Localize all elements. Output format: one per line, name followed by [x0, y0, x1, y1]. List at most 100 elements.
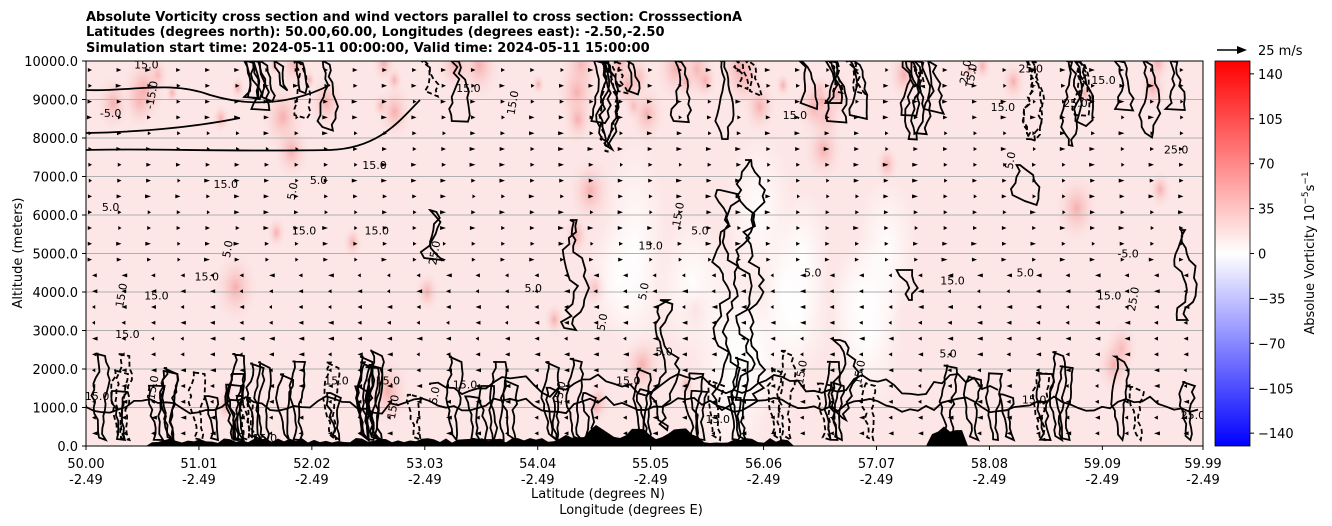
wind-vector — [829, 305, 835, 309]
contour-line — [899, 61, 921, 117]
y-axis-label: Altitude (meters) — [11, 198, 26, 309]
wind-vector — [328, 305, 332, 309]
contour-line — [776, 349, 797, 442]
wind-vector — [800, 352, 804, 357]
wind-vector — [800, 431, 805, 436]
wind-vector — [1091, 241, 1095, 246]
x-tick-label-lon: -2.49 — [747, 473, 781, 488]
wind-vector — [648, 194, 653, 199]
wind-vector — [918, 399, 922, 404]
wind-vector — [239, 336, 245, 341]
wind-vector — [475, 384, 481, 388]
wind-vector — [416, 289, 423, 294]
wind-vector — [1179, 83, 1184, 88]
contour-label: 25.0 — [1019, 63, 1044, 76]
wind-vector — [587, 226, 594, 230]
wind-vector — [416, 336, 423, 341]
wind-vector — [1059, 147, 1066, 151]
wind-vector — [1036, 305, 1042, 309]
wind-vector — [711, 368, 715, 373]
wind-vector — [947, 352, 952, 357]
wind-vector — [796, 257, 800, 262]
wind-vector — [1030, 210, 1036, 215]
wind-vector — [676, 194, 682, 199]
wind-vector — [1065, 273, 1070, 278]
wind-vector — [918, 289, 924, 294]
wind-vector — [235, 226, 240, 230]
vorticity-blob — [972, 61, 993, 83]
wind-vector — [888, 384, 893, 388]
wind-vector — [180, 273, 185, 278]
wind-vector — [1183, 305, 1190, 309]
wind-vector — [766, 257, 771, 262]
contour-label: 15.0 — [1097, 290, 1122, 303]
wind-vector — [234, 178, 240, 183]
wind-vector — [412, 241, 417, 246]
wind-vector — [505, 352, 510, 357]
contour-line — [625, 61, 641, 96]
wind-vector — [825, 226, 830, 230]
wind-vector — [177, 257, 181, 262]
colorbar-tick-label: −35 — [1258, 292, 1285, 307]
wind-vector — [382, 210, 387, 215]
wind-vector — [678, 226, 682, 230]
wind-vector — [800, 320, 806, 325]
contour-line — [711, 189, 742, 412]
wind-vector — [1179, 68, 1184, 72]
wind-vector — [564, 352, 570, 357]
wind-vector — [328, 352, 332, 357]
wind-vector — [973, 131, 977, 136]
wind-vector — [1002, 178, 1007, 183]
wind-vector — [381, 178, 387, 183]
contour-label: 15.0 — [705, 413, 730, 426]
wind-vector — [882, 162, 889, 167]
contour-line — [256, 61, 276, 103]
wind-vector — [1001, 226, 1007, 230]
wind-vector — [234, 210, 240, 215]
wind-vector — [176, 115, 181, 120]
wind-vector — [593, 352, 599, 357]
contour-label: 5.0 — [524, 282, 542, 295]
wind-vector — [264, 241, 269, 246]
wind-vector — [619, 131, 623, 136]
vorticity-field-blobs — [94, 61, 1173, 446]
wind-vector — [885, 68, 889, 72]
wind-vector — [682, 399, 686, 404]
wind-vector — [825, 162, 830, 167]
vorticity-blob — [1095, 333, 1133, 397]
wind-vector — [116, 68, 122, 72]
wind-vector — [1006, 289, 1010, 294]
wind-vector — [382, 68, 387, 72]
wind-vector — [446, 431, 452, 436]
wind-vector — [943, 226, 948, 230]
wind-vector — [357, 415, 362, 420]
wind-vector — [947, 368, 952, 373]
wind-vector — [121, 415, 127, 420]
wind-vector — [855, 241, 859, 246]
wind-vector — [353, 241, 358, 246]
wind-vector — [853, 178, 859, 183]
wind-vector — [265, 147, 269, 151]
wind-vector — [918, 305, 924, 309]
wind-vector — [1032, 99, 1036, 104]
wind-vector — [1178, 147, 1184, 151]
wind-vector — [205, 226, 210, 230]
wind-vector — [735, 194, 741, 199]
wind-vector — [499, 210, 505, 215]
wind-vector — [357, 399, 362, 404]
wind-vector — [1036, 431, 1041, 436]
wind-vector — [121, 289, 127, 294]
wind-vector — [854, 257, 859, 262]
wind-vector — [145, 194, 151, 199]
wind-vector — [1065, 415, 1070, 420]
wind-vector — [121, 320, 126, 325]
wind-vector — [794, 115, 800, 120]
contour-label: 5.0 — [220, 239, 236, 258]
wind-vector — [530, 241, 535, 246]
wind-vector — [796, 241, 800, 246]
x-tick-label-lon: -2.49 — [69, 473, 103, 488]
contour-line — [911, 61, 926, 89]
wind-vector — [235, 83, 240, 88]
contour-line — [355, 355, 374, 443]
wind-vector — [913, 68, 918, 72]
